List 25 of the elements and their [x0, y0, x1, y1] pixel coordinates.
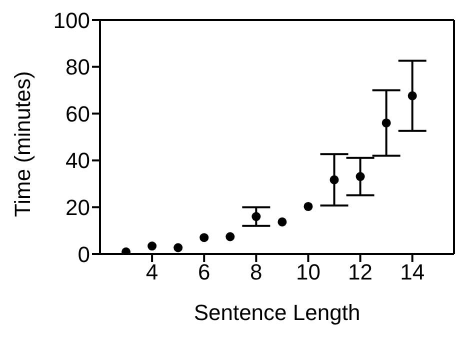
y-tick-label: 60	[66, 101, 90, 126]
y-tick-label: 0	[78, 242, 90, 267]
point	[304, 202, 313, 212]
point	[382, 118, 391, 128]
x-tick-label: 12	[348, 260, 373, 285]
point	[278, 217, 287, 226]
point	[330, 175, 339, 184]
point	[148, 242, 157, 251]
x-tick-label: 10	[296, 260, 320, 285]
y-tick-label: 20	[66, 195, 90, 220]
y-tick-label: 40	[66, 148, 90, 174]
point	[252, 212, 261, 222]
x-tick-label: 4	[146, 260, 158, 285]
y-tick-label: 80	[66, 54, 90, 80]
x-axis-title: Sentence Length	[194, 300, 360, 325]
y-axis-title: Time (minutes)	[10, 71, 35, 217]
x-tick-label: 14	[400, 260, 425, 285]
point	[200, 233, 209, 242]
point	[408, 91, 417, 100]
x-tick-label: 8	[250, 260, 262, 285]
point	[356, 172, 365, 182]
point	[226, 232, 235, 242]
y-tick-label: 100	[53, 8, 90, 33]
x-tick-label: 6	[198, 260, 210, 285]
point	[174, 243, 183, 252]
